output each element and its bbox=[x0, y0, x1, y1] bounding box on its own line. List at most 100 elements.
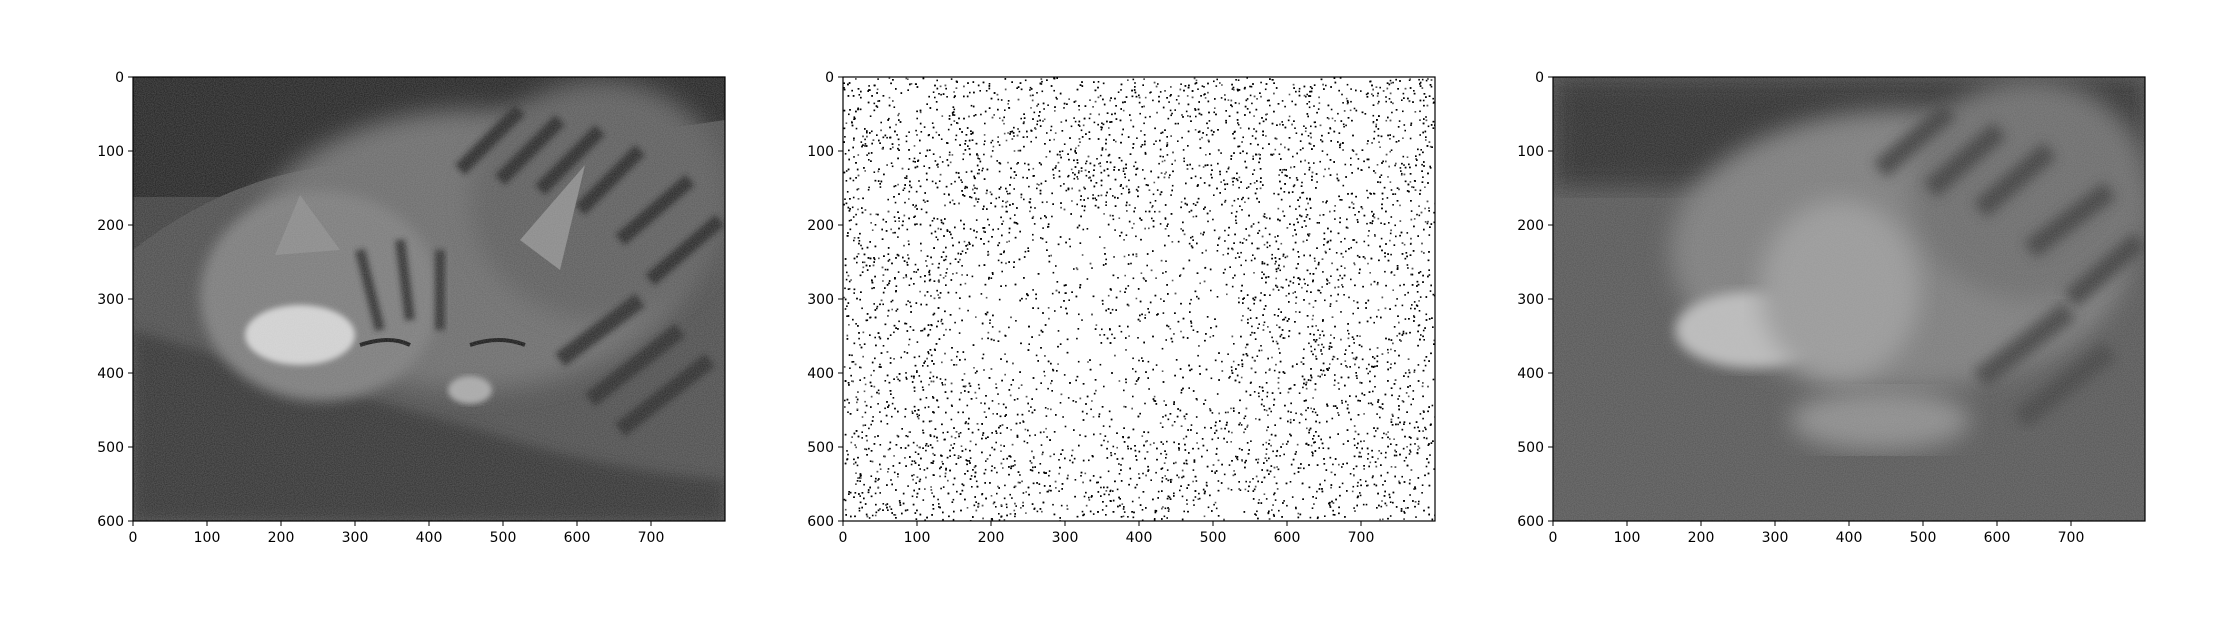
noise-speck bbox=[1386, 197, 1389, 199]
noise-speck bbox=[1253, 115, 1255, 117]
noise-speck bbox=[1133, 165, 1135, 168]
noise-speck bbox=[1192, 215, 1195, 218]
noise-speck bbox=[1353, 444, 1356, 447]
noise-speck bbox=[939, 378, 942, 380]
noise-speck bbox=[940, 138, 943, 140]
noise-speck bbox=[1265, 498, 1268, 500]
noise-speck bbox=[1266, 391, 1269, 394]
noise-speck bbox=[844, 399, 846, 402]
noise-speck bbox=[1182, 149, 1185, 151]
noise-speck bbox=[1196, 432, 1198, 434]
noise-speck bbox=[864, 400, 866, 403]
noise-speck bbox=[966, 404, 969, 407]
noise-speck bbox=[1339, 142, 1342, 145]
noise-speck bbox=[893, 106, 896, 108]
noise-speck bbox=[1004, 109, 1006, 111]
noise-speck bbox=[853, 239, 855, 242]
noise-speck bbox=[1144, 151, 1147, 154]
noise-speck bbox=[1312, 452, 1314, 455]
noise-speck bbox=[1195, 480, 1198, 482]
noise-speck bbox=[1151, 205, 1154, 207]
noise-speck bbox=[978, 387, 981, 390]
noise-speck bbox=[1353, 263, 1356, 266]
noise-speck bbox=[1167, 325, 1170, 328]
noise-speck bbox=[1390, 189, 1393, 191]
noise-speck bbox=[1033, 223, 1036, 225]
noise-speck bbox=[860, 477, 862, 479]
noise-speck bbox=[1122, 170, 1125, 172]
noise-speck bbox=[1289, 481, 1292, 483]
noise-speck bbox=[1180, 201, 1183, 203]
noise-speck bbox=[905, 140, 908, 143]
noise-speck bbox=[1326, 279, 1329, 282]
noise-speck bbox=[1395, 451, 1397, 453]
noise-speck bbox=[1051, 292, 1054, 295]
noise-speck bbox=[958, 307, 961, 310]
noise-speck bbox=[1073, 268, 1075, 270]
noise-speck bbox=[1370, 402, 1372, 404]
noise-speck bbox=[1094, 197, 1096, 200]
noise-speck bbox=[1081, 254, 1084, 256]
noise-speck bbox=[945, 469, 947, 471]
noise-speck bbox=[1406, 264, 1409, 266]
noise-speck bbox=[1121, 133, 1123, 136]
noise-speck bbox=[858, 94, 861, 96]
noise-speck bbox=[1128, 335, 1130, 337]
noise-speck bbox=[1042, 451, 1044, 454]
noise-speck bbox=[1282, 443, 1284, 445]
noise-speck bbox=[1274, 499, 1277, 501]
noise-speck bbox=[1155, 140, 1157, 142]
noise-speck bbox=[951, 405, 953, 407]
noise-speck bbox=[1289, 177, 1291, 179]
noise-speck bbox=[1382, 484, 1384, 486]
noise-speck bbox=[1345, 365, 1347, 367]
noise-speck bbox=[1005, 503, 1008, 506]
noise-speck bbox=[928, 383, 930, 386]
noise-speck bbox=[1194, 175, 1197, 178]
noise-speck bbox=[1419, 134, 1421, 136]
noise-speck bbox=[1345, 97, 1348, 100]
noise-speck bbox=[999, 432, 1002, 434]
noise-speck bbox=[960, 445, 963, 447]
noise-speck bbox=[845, 278, 848, 281]
noise-speck bbox=[1020, 117, 1022, 120]
noise-speck bbox=[995, 441, 997, 444]
noise-speck bbox=[999, 253, 1002, 255]
noise-speck bbox=[1418, 324, 1421, 326]
noise-speck bbox=[882, 503, 885, 505]
noise-speck bbox=[904, 201, 906, 204]
noise-speck bbox=[1044, 407, 1047, 409]
noise-speck bbox=[1035, 388, 1038, 391]
noise-speck bbox=[1231, 105, 1233, 108]
noise-speck bbox=[995, 197, 998, 200]
noise-speck bbox=[927, 334, 929, 337]
noise-speck bbox=[1230, 212, 1233, 214]
noise-speck bbox=[1204, 266, 1207, 269]
noise-speck bbox=[1371, 403, 1374, 406]
noise-speck bbox=[1356, 219, 1359, 221]
noise-speck bbox=[1332, 513, 1335, 516]
noise-speck bbox=[931, 220, 934, 222]
noise-speck bbox=[996, 471, 998, 474]
noise-speck bbox=[1265, 448, 1268, 450]
noise-speck bbox=[1186, 95, 1189, 97]
noise-speck bbox=[1263, 405, 1265, 407]
noise-speck bbox=[845, 170, 848, 172]
noise-speck bbox=[1389, 239, 1391, 242]
noise-speck bbox=[1192, 203, 1195, 205]
noise-speck bbox=[863, 377, 866, 379]
noise-speck bbox=[1069, 245, 1071, 248]
noise-speck bbox=[908, 343, 910, 346]
noise-speck bbox=[1398, 120, 1401, 122]
noise-speck bbox=[1308, 218, 1311, 220]
noise-speck bbox=[987, 250, 989, 253]
noise-speck bbox=[1026, 136, 1028, 138]
noise-speck bbox=[961, 250, 964, 253]
noise-speck bbox=[1281, 121, 1283, 123]
noise-speck bbox=[908, 284, 911, 286]
noise-speck bbox=[1022, 492, 1025, 494]
noise-speck bbox=[1406, 232, 1409, 234]
noise-speck bbox=[1270, 410, 1272, 413]
noise-speck bbox=[1059, 185, 1062, 187]
noise-speck bbox=[905, 322, 908, 325]
